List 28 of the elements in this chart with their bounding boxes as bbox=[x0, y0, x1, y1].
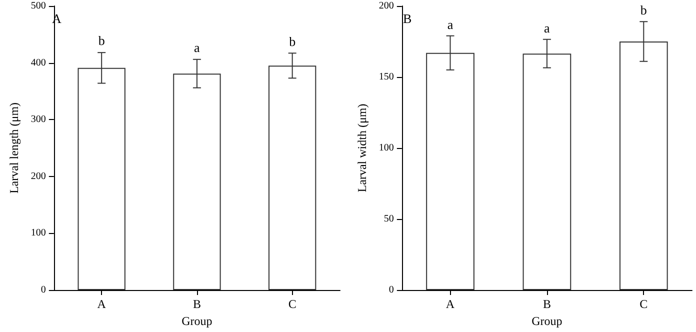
y-tick-label: 200 bbox=[30, 170, 46, 182]
x-tick-label: B bbox=[542, 297, 551, 311]
x-axis-title: Group bbox=[182, 314, 212, 328]
y-tick-label: 0 bbox=[40, 284, 46, 296]
x-tick-label: C bbox=[640, 297, 648, 311]
y-tick-label: 500 bbox=[30, 0, 46, 12]
x-tick-label: A bbox=[97, 297, 106, 311]
annotation: B bbox=[403, 11, 412, 26]
y-axis-title: Larval length (μm) bbox=[7, 102, 21, 194]
annotation: a bbox=[544, 20, 550, 36]
x-tick-label: A bbox=[446, 297, 455, 311]
annotation: a bbox=[194, 40, 200, 55]
y-tick-label: 50 bbox=[384, 214, 394, 224]
annotation: b bbox=[289, 34, 296, 50]
y-tick-label: 100 bbox=[30, 228, 46, 239]
annotation: b bbox=[98, 33, 105, 48]
x-tick-label: B bbox=[192, 297, 201, 311]
y-tick-label: 150 bbox=[378, 72, 394, 82]
annotation: b bbox=[640, 2, 647, 18]
x-tick-label: C bbox=[288, 297, 296, 311]
y-tick-label: 0 bbox=[388, 284, 394, 296]
y-tick-label: 200 bbox=[378, 0, 394, 12]
y-tick-label: 400 bbox=[30, 57, 46, 68]
x-axis-title: Group bbox=[532, 314, 562, 328]
y-tick-label: 300 bbox=[30, 114, 46, 126]
annotation: a bbox=[447, 16, 454, 32]
y-axis-title: Larval width (μm) bbox=[355, 104, 369, 192]
y-tick-label: 100 bbox=[378, 142, 394, 154]
